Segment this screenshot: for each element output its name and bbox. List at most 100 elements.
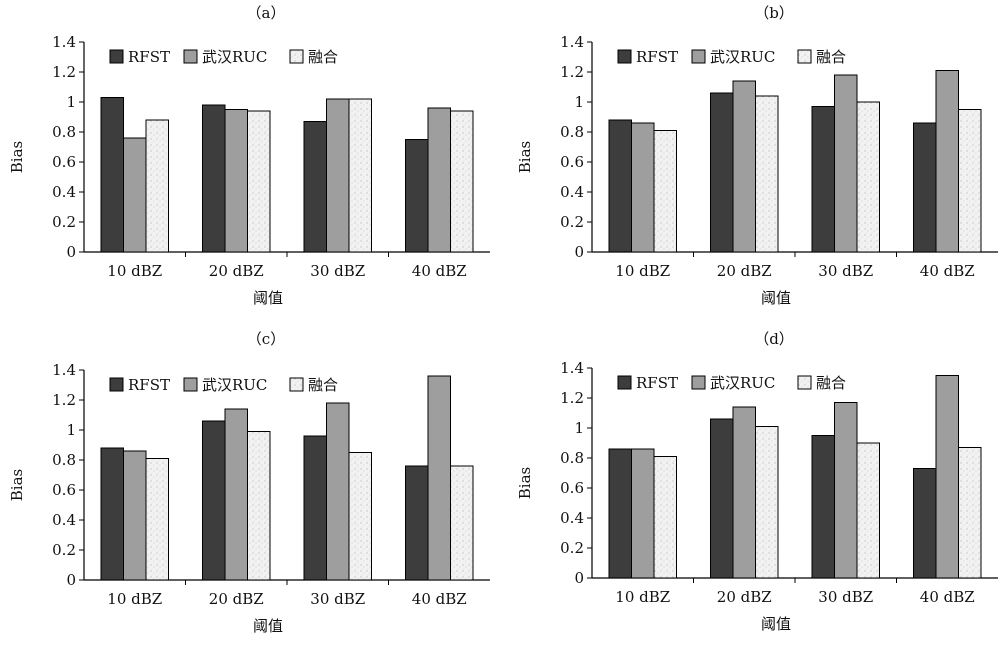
- bar-融合-30dBZ: [348, 98, 372, 253]
- chart-panel-c: （c） 0 0.2 0.4 0.6 0.8 1 1.2 1.4 Bias 10 dBZ 20 dBZ 3…: [8, 330, 490, 635]
- bar-RFST-20dBZ: [710, 92, 734, 253]
- legend-swatch: [109, 49, 124, 64]
- y-axis-label: Bias: [8, 141, 26, 173]
- bar-武汉RUC-30dBZ: [834, 402, 858, 579]
- bar-RFST-30dBZ: [303, 121, 327, 253]
- bar-融合-40dBZ: [450, 110, 474, 253]
- y-axis-label: Bias: [516, 467, 534, 499]
- bar-RFST-40dBZ: [913, 122, 937, 253]
- y-tick-label: 0.4: [52, 511, 76, 529]
- y-tick-label: 1.4: [52, 33, 76, 51]
- y-tick-label: 0.4: [560, 509, 584, 527]
- x-tick-label: 30 dBZ: [310, 262, 365, 280]
- y-tick-label: 0.6: [52, 153, 76, 171]
- bar-武汉RUC-10dBZ: [123, 137, 147, 253]
- y-tick-label: 1: [66, 93, 76, 111]
- y-tick-label: 1: [66, 421, 76, 439]
- y-tick-label: 0.6: [560, 153, 584, 171]
- y-tick-label: 1.2: [52, 63, 76, 81]
- legend-label: RFST: [636, 48, 678, 66]
- bar-RFST-20dBZ: [202, 420, 226, 581]
- chart-panel-a: （a） 0 0.2 0.4 0.6 0.8 1 1.2 1.4 Bias 10 dBZ 20 dBZ 3…: [8, 4, 490, 307]
- y-axis-label: Bias: [8, 469, 26, 501]
- bar-武汉RUC-40dBZ: [935, 375, 959, 579]
- x-tick-label: 20 dBZ: [209, 262, 264, 280]
- y-tick-label: 0.2: [52, 213, 76, 231]
- legend-swatch: [691, 375, 706, 390]
- bar-武汉RUC-30dBZ: [834, 74, 858, 253]
- legend-swatch: [691, 49, 706, 64]
- x-tick-label: 20 dBZ: [209, 590, 264, 608]
- chart-panel-d: （d） 0 0.2 0.4 0.6 0.8 1 1.2 1.4 Bias 10 dBZ 20 dBZ 3…: [516, 330, 998, 633]
- legend-swatch: [289, 377, 304, 392]
- bar-融合-40dBZ: [958, 447, 982, 579]
- y-tick-label: 0.8: [560, 449, 584, 467]
- bar-武汉RUC-30dBZ: [326, 98, 350, 253]
- bar-融合-20dBZ: [755, 95, 779, 253]
- bar-RFST-30dBZ: [303, 435, 327, 581]
- bar-RFST-40dBZ: [913, 468, 937, 579]
- bar-融合-10dBZ: [653, 456, 677, 579]
- legend-label: 武汉RUC: [710, 48, 775, 66]
- legend-swatch: [617, 49, 632, 64]
- y-tick-label: 0.2: [52, 541, 76, 559]
- bar-融合-40dBZ: [450, 465, 474, 581]
- legend-label: 融合: [308, 48, 338, 66]
- bar-RFST-30dBZ: [811, 435, 835, 579]
- x-tick-label: 10 dBZ: [107, 590, 162, 608]
- y-tick-label: 0: [66, 571, 76, 589]
- x-axis-label: 阈值: [761, 615, 791, 633]
- bar-武汉RUC-10dBZ: [123, 450, 147, 581]
- legend-label: 融合: [308, 376, 338, 394]
- bar-融合-30dBZ: [856, 442, 880, 579]
- bar-武汉RUC-10dBZ: [631, 122, 655, 253]
- legend-swatch: [617, 375, 632, 390]
- bar-武汉RUC-10dBZ: [631, 448, 655, 579]
- y-tick-label: 0: [66, 243, 76, 261]
- bar-RFST-20dBZ: [202, 104, 226, 253]
- chart-panel-b: （b） 0 0.2 0.4 0.6 0.8 1 1.2 1.4 Bias 10 dBZ 20 dBZ 3…: [516, 4, 998, 307]
- x-tick-label: 40 dBZ: [412, 262, 467, 280]
- x-tick-label: 10 dBZ: [107, 262, 162, 280]
- y-tick-label: 0.6: [52, 481, 76, 499]
- x-tick-label: 10 dBZ: [615, 588, 670, 606]
- bar-RFST-10dBZ: [100, 97, 124, 253]
- x-tick-label: 20 dBZ: [717, 588, 772, 606]
- bar-武汉RUC-40dBZ: [427, 375, 451, 581]
- bar-武汉RUC-20dBZ: [732, 406, 756, 579]
- bar-融合-20dBZ: [247, 110, 271, 253]
- bar-武汉RUC-40dBZ: [935, 70, 959, 253]
- legend-label: 融合: [816, 374, 846, 392]
- y-tick-label: 1.4: [560, 33, 584, 51]
- y-tick-label: 1.4: [52, 361, 76, 379]
- bar-RFST-10dBZ: [608, 119, 632, 253]
- panel-label: （d）: [754, 330, 794, 348]
- y-tick-label: 0.6: [560, 479, 584, 497]
- y-tick-label: 0.2: [560, 539, 584, 557]
- legend-label: 武汉RUC: [710, 374, 775, 392]
- x-tick-label: 30 dBZ: [818, 588, 873, 606]
- bar-武汉RUC-20dBZ: [224, 408, 248, 581]
- legend-label: RFST: [128, 48, 170, 66]
- legend-label: RFST: [636, 374, 678, 392]
- bar-RFST-20dBZ: [710, 418, 734, 579]
- bar-融合-30dBZ: [856, 101, 880, 253]
- bar-RFST-30dBZ: [811, 106, 835, 253]
- y-tick-label: 0.8: [560, 123, 584, 141]
- x-tick-label: 40 dBZ: [412, 590, 467, 608]
- x-axis-label: 阈值: [761, 289, 791, 307]
- panel-label: （b）: [754, 4, 794, 22]
- x-tick-label: 20 dBZ: [717, 262, 772, 280]
- y-tick-label: 0.4: [560, 183, 584, 201]
- legend-label: 武汉RUC: [202, 376, 267, 394]
- x-tick-label: 30 dBZ: [818, 262, 873, 280]
- bar-融合-30dBZ: [348, 452, 372, 581]
- bar-融合-20dBZ: [247, 431, 271, 581]
- y-tick-label: 0.4: [52, 183, 76, 201]
- bar-融合-20dBZ: [755, 426, 779, 579]
- y-tick-label: 1.2: [560, 63, 584, 81]
- legend-swatch: [289, 49, 304, 64]
- y-tick-label: 1: [574, 93, 584, 111]
- panel-label: （c）: [247, 330, 285, 348]
